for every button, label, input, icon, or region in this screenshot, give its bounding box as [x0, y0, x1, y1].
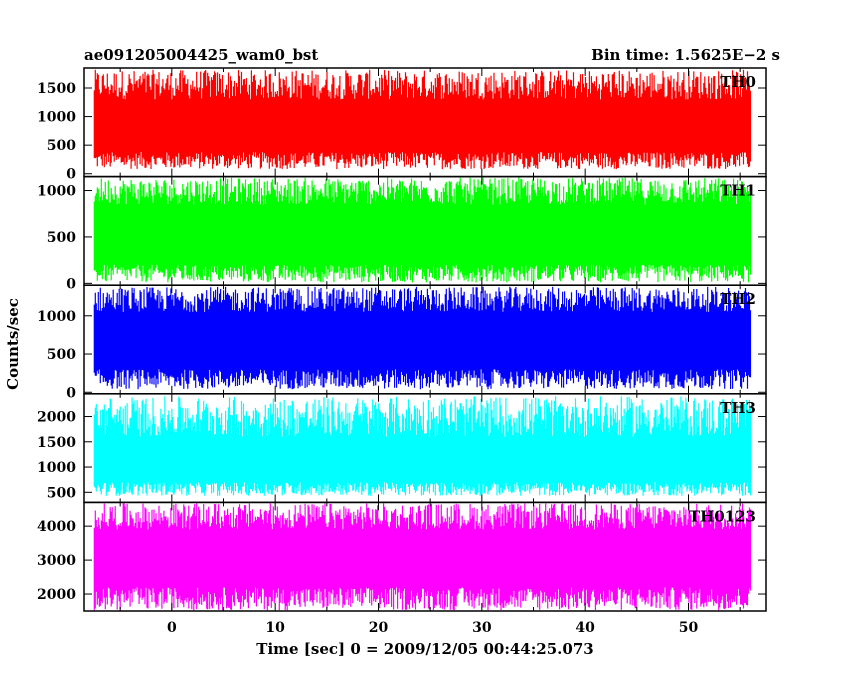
x-tick-label: 30 — [472, 620, 492, 636]
y-tick-label: 1000 — [37, 110, 76, 126]
series-label: TH1 — [720, 182, 756, 200]
series-label: TH0 — [720, 73, 756, 91]
panel-th1: TH1 0 500 1000 — [37, 175, 767, 292]
panel-th0123: TH0123 2000 3000 4000 — [37, 501, 767, 612]
y-tick-label: 1500 — [37, 81, 76, 97]
chart-title: ae091205004425_wam0_bst — [84, 46, 318, 64]
x-tick-label: 10 — [265, 620, 285, 636]
y-tick-label: 500 — [47, 230, 76, 246]
y-tick-label: 3000 — [37, 553, 76, 569]
series-trace-th3 — [93, 396, 752, 496]
panel-frame — [83, 501, 767, 612]
y-tick-label: 4000 — [37, 519, 76, 535]
series-trace-th1 — [93, 177, 752, 283]
y-tick-label: 2000 — [37, 587, 76, 603]
x-tick-label: 50 — [679, 620, 699, 636]
y-tick-label: 0 — [66, 167, 76, 183]
series-label: TH0123 — [689, 507, 756, 525]
y-tick-label: 1000 — [37, 460, 76, 476]
panel-th2: TH2 0 500 1000 — [37, 284, 767, 401]
series-trace-th0123 — [93, 503, 752, 611]
x-tick-label: 40 — [575, 620, 595, 636]
x-tick-label: 20 — [369, 620, 389, 636]
panel-th0: TH0 0 500 1000 1500 — [37, 67, 767, 183]
y-tick-label: 0 — [66, 385, 76, 401]
y-tick-label: 1000 — [37, 309, 76, 325]
y-axis-label: Counts/sec — [4, 298, 22, 390]
chart-subtitle: Bin time: 1.5625E−2 s — [591, 46, 780, 64]
y-tick-label: 500 — [47, 138, 76, 154]
series-trace-th0 — [93, 69, 752, 170]
x-axis-label: Time [sec] 0 = 2009/12/05 00:44:25.073 — [256, 640, 593, 658]
series-trace-th2 — [93, 286, 752, 390]
y-tick-label: 0 — [66, 276, 76, 292]
y-tick-label: 1500 — [37, 435, 76, 451]
panel-th3: TH3 500 1000 1500 2000 — [37, 393, 767, 504]
y-tick-label: 500 — [47, 347, 76, 363]
y-tick-label: 2000 — [37, 410, 76, 426]
y-tick-label: 1000 — [37, 184, 76, 200]
y-tick-label: 500 — [47, 485, 76, 501]
series-label: TH2 — [720, 290, 756, 308]
x-tick-label: 0 — [167, 620, 177, 636]
panels-group: TH0050010001500TH105001000TH205001000TH3… — [37, 67, 767, 636]
series-label: TH3 — [720, 399, 756, 417]
